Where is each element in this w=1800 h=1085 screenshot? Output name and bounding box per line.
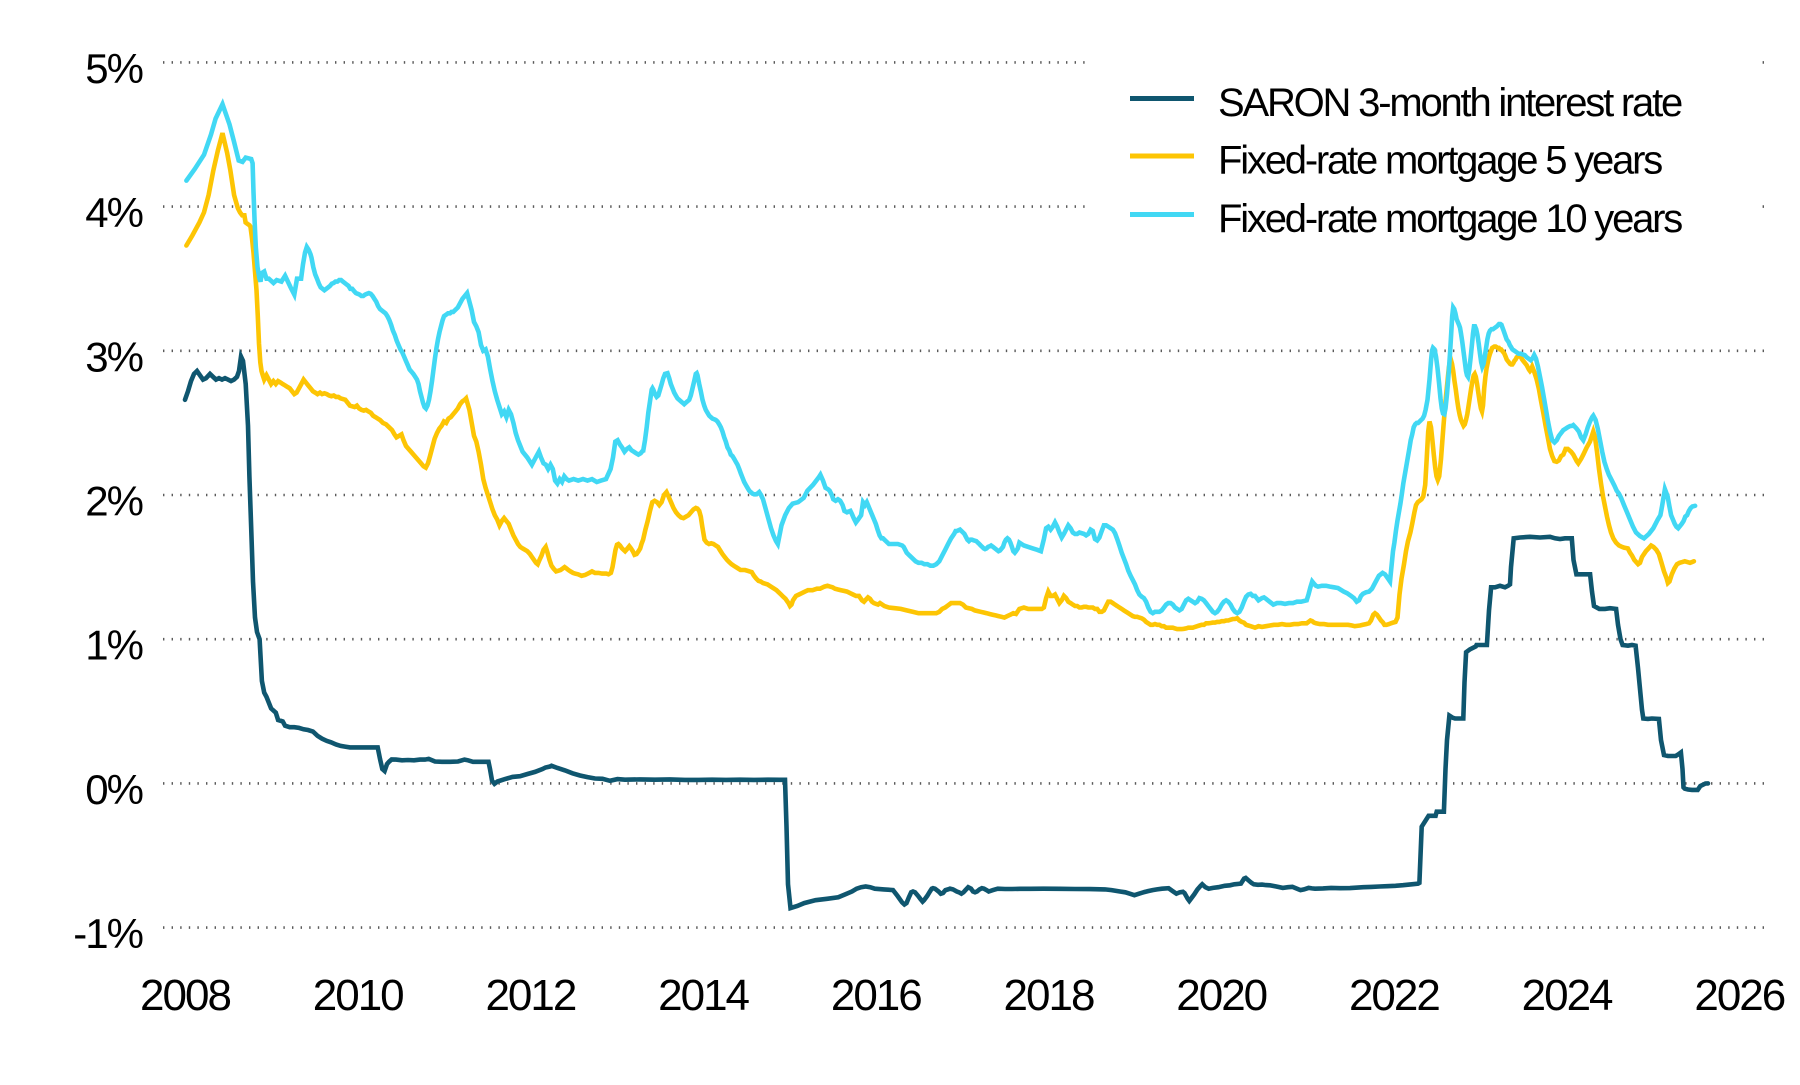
svg-text:2018: 2018 [1004,971,1094,1020]
svg-text:SARON 3-month interest rate: SARON 3-month interest rate [1218,81,1682,125]
svg-text:4%: 4% [85,189,142,236]
svg-text:3%: 3% [85,333,142,380]
svg-text:5%: 5% [85,45,142,92]
svg-text:0%: 0% [85,766,142,813]
svg-text:2010: 2010 [313,971,403,1020]
svg-text:2008: 2008 [140,971,230,1020]
svg-text:2012: 2012 [485,971,575,1020]
svg-text:2016: 2016 [831,971,921,1020]
svg-text:2026: 2026 [1694,971,1784,1020]
svg-text:Fixed-rate mortgage 10 years: Fixed-rate mortgage 10 years [1218,197,1682,241]
svg-text:1%: 1% [85,622,142,669]
svg-text:Fixed-rate mortgage 5 years: Fixed-rate mortgage 5 years [1218,139,1662,183]
svg-text:2024: 2024 [1522,971,1613,1020]
svg-text:-1%: -1% [73,910,142,957]
svg-text:2020: 2020 [1176,971,1266,1020]
svg-text:2%: 2% [85,478,142,525]
svg-text:2014: 2014 [658,971,749,1020]
svg-text:2022: 2022 [1349,971,1439,1020]
